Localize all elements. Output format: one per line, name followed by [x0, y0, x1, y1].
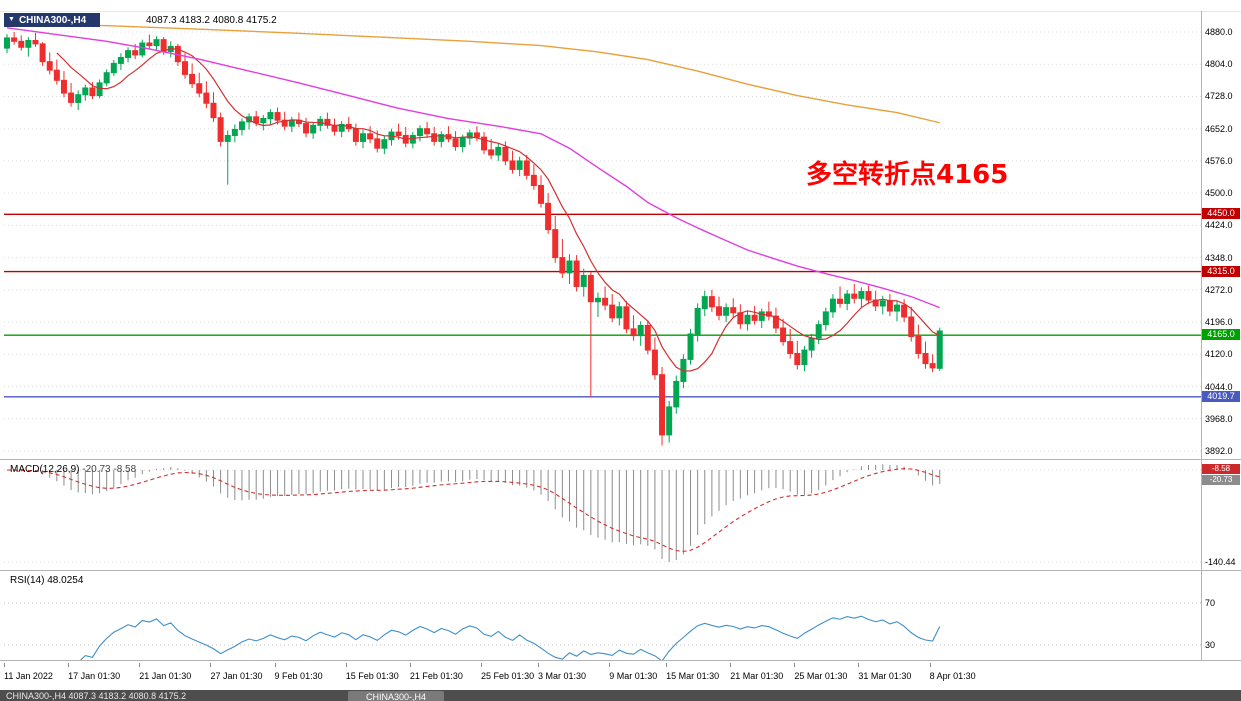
price-axis-label: 4044.0 [1205, 381, 1233, 392]
time-axis-tick [481, 663, 483, 667]
rsi-level-label: 30 [1205, 640, 1216, 650]
price-axis-label: 4120.0 [1205, 349, 1233, 360]
time-axis-tick [345, 663, 347, 667]
candlestick-canvas[interactable] [4, 12, 1201, 460]
macd-signal-value: -8.58 [113, 464, 137, 475]
price-axis-label: 3892.0 [1205, 445, 1233, 456]
price-axis-label: 4500.0 [1205, 188, 1233, 199]
macd-value-tag: -8.58 [1202, 464, 1240, 474]
time-axis-label: 21 Feb 01:30 [409, 671, 463, 681]
bottom-bar: CHINA300-,H4 4087.3 4183.2 4080.8 4175.2… [0, 690, 1241, 701]
time-axis-label: 17 Jan 01:30 [68, 671, 121, 681]
time-axis-tick [210, 663, 212, 667]
time-axis-tick [4, 663, 5, 667]
macd-main-value: -20.73 [82, 464, 111, 475]
rsi-level-label: 70 [1205, 598, 1216, 608]
main-chart-pane[interactable]: ▼ CHINA300-,H4 4087.3 4183.2 4080.8 4175… [4, 12, 1201, 460]
time-axis-label: 9 Feb 01:30 [274, 671, 323, 681]
price-level-tag: 4165.0 [1202, 329, 1240, 341]
macd-label: MACD(12,26,9) -20.73 -8.58 [10, 464, 136, 475]
price-axis-label: 4576.0 [1205, 155, 1233, 166]
pane-separator[interactable] [0, 459, 1241, 460]
price-axis-label: 4728.0 [1205, 91, 1233, 102]
time-axis-label: 15 Mar 01:30 [666, 671, 720, 681]
price-axis[interactable]: 4880.0 4804.0 4728.0 4652.0 4576.0 4500.0 4424… [1202, 0, 1241, 701]
time-axis-label: 8 Apr 01:30 [929, 671, 976, 681]
macd-pane[interactable]: MACD(12,26,9) -20.73 -8.58 [4, 461, 1201, 571]
time-axis-label: 9 Mar 01:30 [609, 671, 658, 681]
macd-name: MACD(12,26,9) [10, 464, 80, 475]
price-axis-label: 4196.0 [1205, 317, 1233, 328]
chart-title-bar[interactable]: ▼ CHINA300-,H4 [4, 13, 101, 27]
rsi-pane[interactable]: RSI(14) 48.0254 [4, 572, 1201, 661]
rsi-name: RSI(14) [10, 575, 45, 586]
time-axis-tick [858, 663, 860, 667]
time-axis-label: 3 Mar 01:30 [538, 671, 587, 681]
rsi-label: RSI(14) 48.0254 [10, 575, 83, 586]
time-axis[interactable]: 11 Jan 2022 17 Jan 01:30 21 Jan 01:30 27 Ja… [0, 662, 1241, 690]
macd-value-tag: -20.73 [1202, 475, 1240, 485]
macd-canvas[interactable] [4, 461, 1201, 571]
price-axis-label: 3968.0 [1205, 413, 1233, 424]
price-level-tag: 4450.0 [1202, 208, 1240, 220]
pane-separator [0, 11, 1241, 12]
time-axis-tick [929, 663, 931, 667]
pane-separator[interactable] [0, 660, 1241, 661]
price-axis-label: 4804.0 [1205, 59, 1233, 70]
annotation-text[interactable]: 多空转折点4165 [806, 160, 1009, 190]
price-axis-label: 4348.0 [1205, 252, 1233, 263]
time-axis-tick [609, 663, 611, 667]
price-axis-label: 4880.0 [1205, 27, 1233, 37]
pane-separator[interactable] [0, 570, 1241, 571]
price-axis-label: 4424.0 [1205, 220, 1233, 231]
rsi-canvas[interactable] [4, 572, 1201, 661]
bottom-window-title: CHINA300-,H4 4087.3 4183.2 4080.8 4175.2 [6, 691, 187, 701]
time-axis-tick [730, 663, 732, 667]
rsi-value: 48.0254 [47, 575, 84, 586]
time-axis-label: 15 Feb 01:30 [345, 671, 399, 681]
axis-separator [1201, 11, 1202, 661]
price-axis-label: 4652.0 [1205, 123, 1233, 134]
time-axis-label: 21 Mar 01:30 [730, 671, 784, 681]
price-level-tag: 4019.7 [1202, 390, 1240, 402]
time-axis-label: 27 Jan 01:30 [210, 671, 263, 681]
time-axis-label: 25 Feb 01:30 [481, 671, 535, 681]
price-level-tag: 4315.0 [1202, 265, 1240, 277]
time-axis-label: 11 Jan 2022 [4, 671, 53, 681]
time-axis-label: 31 Mar 01:30 [858, 671, 912, 681]
macd-scale-min-label: -140.44 [1205, 557, 1236, 567]
price-axis-label: 4272.0 [1205, 284, 1233, 295]
collapse-triangle-icon[interactable]: ▼ [8, 16, 15, 23]
time-axis-label: 25 Mar 01:30 [794, 671, 848, 681]
time-axis-tick [139, 663, 141, 667]
time-axis-tick [409, 663, 411, 667]
ohlc-values: 4087.3 4183.2 4080.8 4175.2 [146, 15, 277, 26]
time-axis-tick [274, 663, 276, 667]
bottom-tab-china300[interactable]: CHINA300-,H4 [348, 691, 444, 701]
time-axis-tick [794, 663, 796, 667]
time-axis-tick [666, 663, 668, 667]
time-axis-tick [68, 663, 70, 667]
symbol-period-label: CHINA300-,H4 [18, 14, 87, 26]
time-axis-tick [538, 663, 539, 667]
time-axis-label: 21 Jan 01:30 [139, 671, 192, 681]
